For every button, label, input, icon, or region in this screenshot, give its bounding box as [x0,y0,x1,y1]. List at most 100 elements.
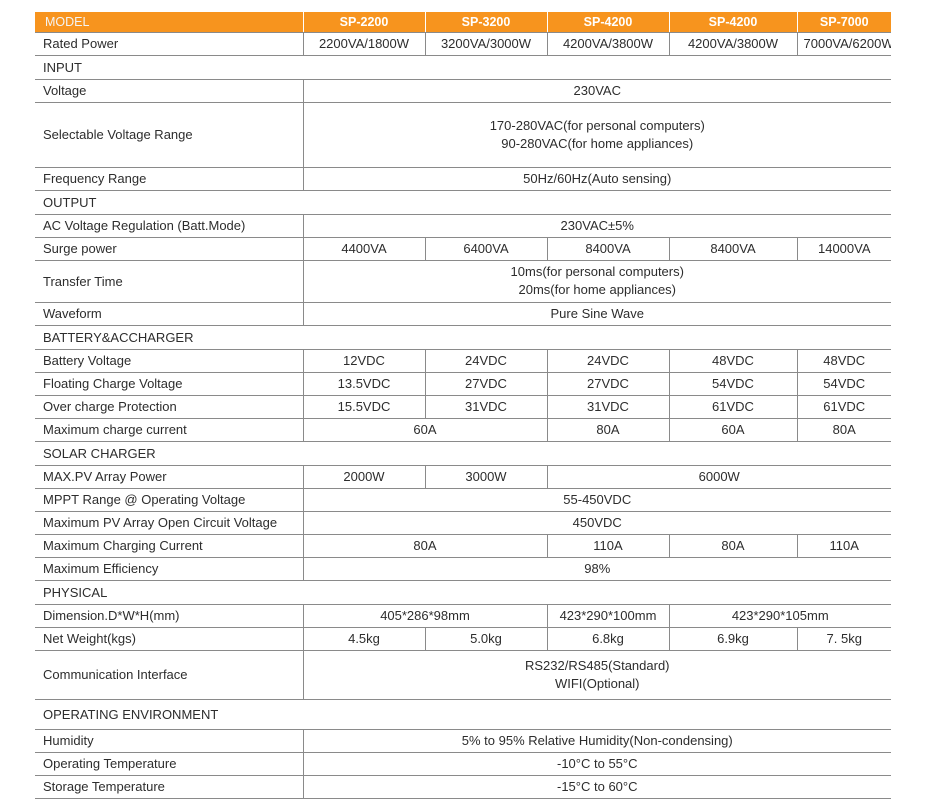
table-row: Storage Temperature -15°C to 60°C [35,775,891,799]
spec-label: Communication Interface [35,650,303,700]
spec-value: 31VDC [424,395,547,419]
table-row: Operating Temperature -10°C to 55°C [35,752,891,776]
spec-value: 110A [546,534,669,558]
section-header: PHYSICAL [35,580,891,605]
spec-label: Net Weight(kgs) [35,627,303,651]
section-header: INPUT [35,55,891,80]
model-header: SP-7000 [796,12,891,33]
spec-value: 15.5VDC [302,395,425,419]
table-row: Humidity 5% to 95% Relative Humidity(Non… [35,729,891,753]
spec-label: Transfer Time [35,260,303,303]
spec-value: 4400VA [302,237,425,261]
table-row: MPPT Range @ Operating Voltage 55-450VDC [35,488,891,512]
spec-value: 450VDC [302,511,891,535]
section-row: INPUT [35,55,891,80]
table-row: Surge power 4400VA 6400VA 8400VA 8400VA … [35,237,891,261]
spec-label: Over charge Protection [35,395,303,419]
spec-value: 6400VA [424,237,547,261]
spec-value: 423*290*100mm [546,604,669,628]
spec-label: Storage Temperature [35,775,303,799]
spec-value: 60A [668,418,797,442]
spec-value: 6.9kg [668,627,797,651]
spec-value-line: 10ms(for personal computers) [510,264,684,279]
model-label: MODEL [35,12,303,33]
spec-value: 10ms(for personal computers) 20ms(for ho… [302,260,891,303]
table-row: Floating Charge Voltage 13.5VDC 27VDC 27… [35,372,891,396]
spec-value: 27VDC [424,372,547,396]
model-header: SP-4200 [668,12,797,33]
spec-table: MODEL SP-2200 SP-3200 SP-4200 SP-4200 SP… [35,12,891,799]
table-row: MAX.PV Array Power 2000W 3000W 6000W [35,465,891,489]
spec-value-line: 20ms(for home appliances) [518,282,677,297]
model-header: SP-4200 [546,12,669,33]
spec-label: MAX.PV Array Power [35,465,303,489]
spec-value: 61VDC [668,395,797,419]
spec-value: 7000VA/6200W [796,32,891,56]
spec-value: 13.5VDC [302,372,425,396]
table-row: Communication Interface RS232/RS485(Stan… [35,650,891,700]
spec-label: Floating Charge Voltage [35,372,303,396]
table-row: Voltage 230VAC [35,79,891,103]
spec-label: Humidity [35,729,303,753]
spec-label: AC Voltage Regulation (Batt.Mode) [35,214,303,238]
section-row: OPERATING ENVIRONMENT [35,699,891,730]
spec-value: 80A [668,534,797,558]
section-header: OPERATING ENVIRONMENT [35,699,891,730]
spec-value: 12VDC [302,349,425,373]
spec-value: 48VDC [668,349,797,373]
spec-value: 55-450VDC [302,488,891,512]
spec-label: Operating Temperature [35,752,303,776]
table-row: Net Weight(kgs) 4.5kg 5.0kg 6.8kg 6.9kg … [35,627,891,651]
spec-value: 54VDC [668,372,797,396]
spec-value: 230VAC [302,79,891,103]
spec-value: 230VAC±5% [302,214,891,238]
spec-value: 4200VA/3800W [668,32,797,56]
spec-label: Waveform [35,302,303,326]
spec-value: 4200VA/3800W [546,32,669,56]
section-header: SOLAR CHARGER [35,441,891,466]
table-row: Selectable Voltage Range 170-280VAC(for … [35,102,891,168]
spec-value: 80A [796,418,891,442]
spec-value: 3000W [424,465,547,489]
spec-value: 7. 5kg [796,627,891,651]
spec-value: 2200VA/1800W [302,32,425,56]
table-row: Frequency Range 50Hz/60Hz(Auto sensing) [35,167,891,191]
spec-label: Dimension.D*W*H(mm) [35,604,303,628]
spec-label: Surge power [35,237,303,261]
spec-value: 3200VA/3000W [424,32,547,56]
spec-value: 110A [796,534,891,558]
spec-value: 24VDC [424,349,547,373]
spec-value: 48VDC [796,349,891,373]
table-row: Maximum Efficiency 98% [35,557,891,581]
section-row: OUTPUT [35,190,891,215]
spec-value: 170-280VAC(for personal computers) 90-28… [302,102,891,168]
section-header: OUTPUT [35,190,891,215]
spec-value: 8400VA [668,237,797,261]
spec-value: 50Hz/60Hz(Auto sensing) [302,167,891,191]
spec-value: 31VDC [546,395,669,419]
spec-value: 98% [302,557,891,581]
spec-value: 80A [546,418,669,442]
table-row: Rated Power 2200VA/1800W 3200VA/3000W 42… [35,32,891,56]
spec-value-line: 90-280VAC(for home appliances) [501,135,694,151]
table-row: Dimension.D*W*H(mm) 405*286*98mm 423*290… [35,604,891,628]
spec-value: 54VDC [796,372,891,396]
spec-value: 6.8kg [546,627,669,651]
spec-label: Selectable Voltage Range [35,102,303,168]
section-row: PHYSICAL [35,580,891,605]
table-row: AC Voltage Regulation (Batt.Mode) 230VAC… [35,214,891,238]
header-row: MODEL SP-2200 SP-3200 SP-4200 SP-4200 SP… [35,12,891,33]
table-row: Battery Voltage 12VDC 24VDC 24VDC 48VDC … [35,349,891,373]
spec-label: Frequency Range [35,167,303,191]
spec-label: Maximum Charging Current [35,534,303,558]
model-header: SP-2200 [302,12,425,33]
table-row: Maximum Charging Current 80A 110A 80A 11… [35,534,891,558]
spec-value: 6000W [546,465,891,489]
table-row: Maximum PV Array Open Circuit Voltage 45… [35,511,891,535]
spec-label: Maximum charge current [35,418,303,442]
spec-value: 14000VA [796,237,891,261]
spec-value-line: RS232/RS485(Standard) [524,657,670,673]
spec-label: MPPT Range @ Operating Voltage [35,488,303,512]
spec-value: 8400VA [546,237,669,261]
